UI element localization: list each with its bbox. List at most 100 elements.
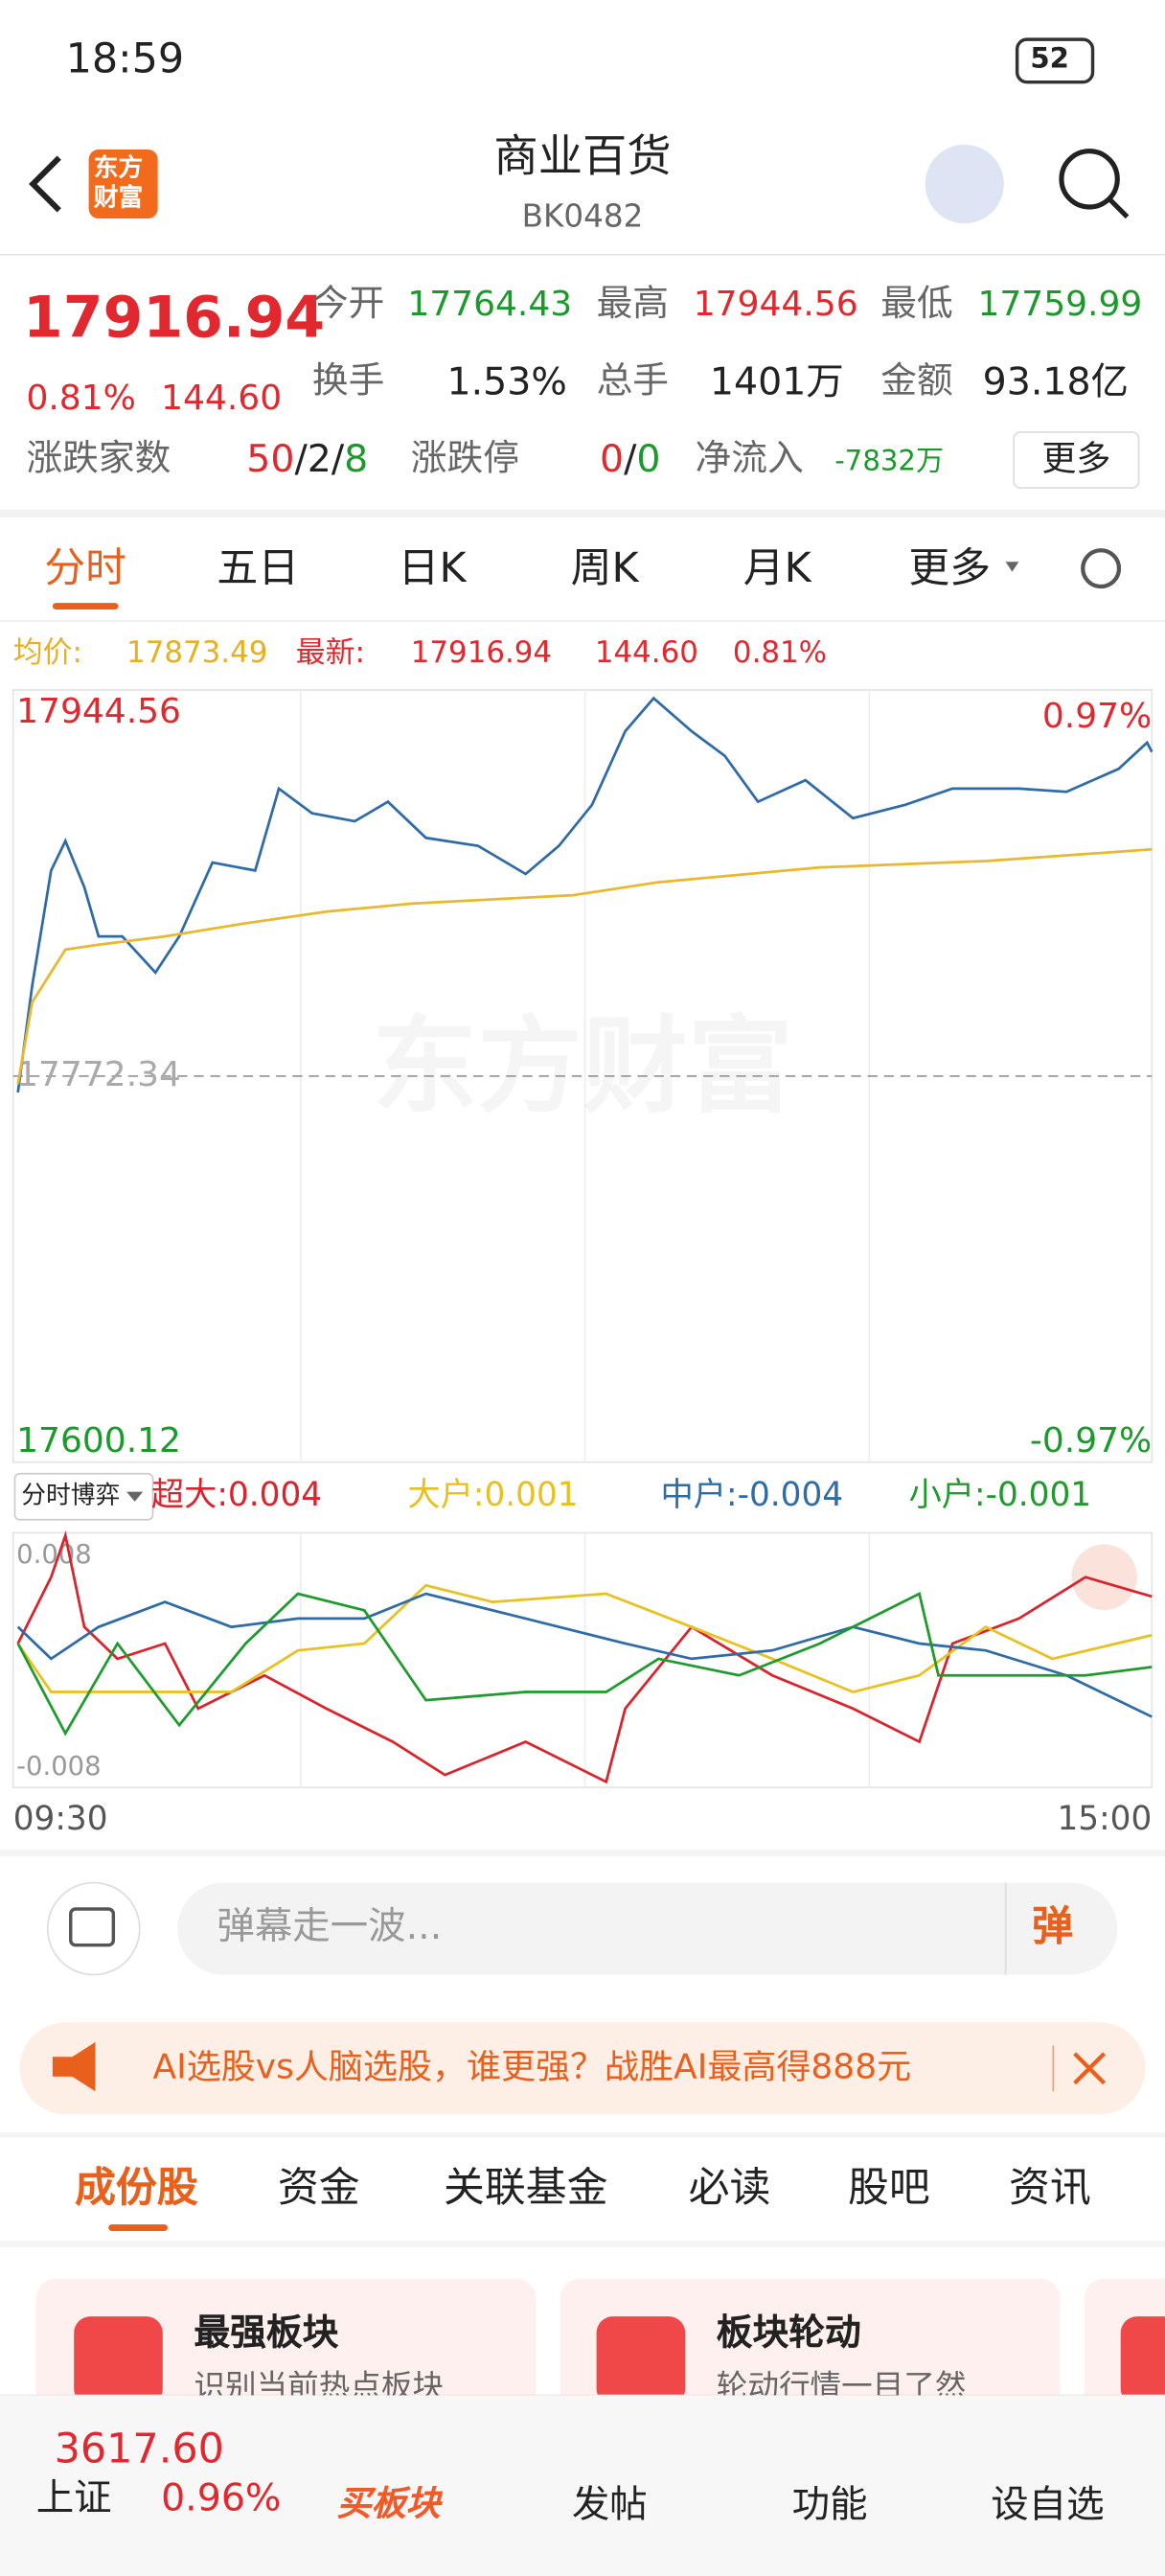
last-label: 最新: [295, 635, 365, 671]
search-icon[interactable] [1059, 149, 1120, 210]
more-button[interactable] [1013, 431, 1140, 490]
last-pct: 0.81% [732, 635, 828, 671]
logo [88, 150, 158, 219]
x-tick-label: 15:00 [1057, 1800, 1152, 1838]
header-code: BK0482 [521, 198, 644, 236]
more-label[interactable]: 更多 [1041, 438, 1111, 478]
comment-input[interactable] [177, 1882, 1118, 1975]
limit-label: 涨跌停 [410, 438, 519, 480]
series-line [16, 1592, 1153, 1736]
nav-item[interactable]: 买板块 [336, 2484, 441, 2524]
banner-text[interactable]: AI选股vs人脑选股，谁更强？战胜AI最高得888元 [152, 2050, 912, 2085]
bottom-nav: 3617.60 上证 0.96% 买板块 发帖 功能 设自选 [0, 2395, 1165, 2576]
sub-tab[interactable]: 成份股 [75, 2163, 198, 2212]
field-label: 最低 [880, 284, 953, 326]
tab[interactable]: 分时 [44, 543, 127, 592]
y-tick-label: 17944.56 [16, 692, 181, 731]
field-value: 17759.99 [977, 284, 1143, 324]
series-line [16, 1530, 1153, 1784]
card-title[interactable]: 最强板块 [194, 2312, 339, 2355]
y-tick-label: -0.008 [16, 1752, 101, 1782]
series-line [16, 1583, 1153, 1693]
nav-item[interactable]: 设自选 [991, 2484, 1105, 2527]
back-icon[interactable] [29, 155, 61, 213]
series-line [16, 847, 1153, 1085]
robot-icon[interactable] [925, 144, 1004, 224]
x-tick-label: 09:30 [13, 1800, 108, 1838]
up: 50 [246, 438, 295, 482]
flat: 2 [307, 438, 331, 482]
logo-text: 财富 [93, 182, 144, 213]
field-value: 1.53% [446, 361, 567, 404]
field-label: 换手 [311, 361, 385, 403]
battery-level: 52 [1030, 42, 1069, 76]
index-value[interactable]: 3617.60 [54, 2425, 224, 2473]
field-value: 93.18亿 [982, 361, 1130, 404]
breadth: 50/2/8 [246, 438, 369, 482]
up: 0 [600, 438, 625, 482]
index-pct: 0.96% [161, 2477, 282, 2520]
sep: / [294, 438, 308, 482]
change-pct: 0.81% [26, 378, 136, 418]
field-value: 17764.43 [407, 284, 573, 324]
price: 17916.94 [23, 286, 326, 352]
nav-item[interactable]: 功能 [791, 2484, 868, 2527]
legend-entry: 中户:-0.004 [660, 1476, 843, 1514]
flow-label: 净流入 [695, 438, 804, 480]
field-label: 最高 [596, 284, 670, 326]
settings-icon[interactable] [1081, 548, 1122, 589]
sub-tab[interactable]: 资金 [277, 2163, 360, 2212]
legend-entry: 大户:0.001 [407, 1476, 578, 1514]
change: 144.60 [161, 378, 283, 418]
field-value: 17944.56 [693, 284, 858, 324]
right-label: 0.97% [1042, 697, 1152, 736]
sep: / [331, 438, 345, 482]
series-line [16, 696, 1154, 1093]
sub-tab[interactable]: 资讯 [1009, 2163, 1091, 2212]
header-title: 商业百货 [493, 131, 672, 183]
sub-tab[interactable]: 必读 [688, 2163, 771, 2212]
comment-placeholder[interactable]: 弹幕走一波... [217, 1905, 443, 1949]
danmu-button[interactable]: 弹 [1032, 1902, 1073, 1950]
right-label: -0.97% [1030, 1421, 1152, 1460]
limit: 0/0 [600, 438, 661, 482]
tab-underline [52, 603, 119, 610]
last: 17916.94 [410, 635, 553, 671]
flow-value: -7832万 [834, 445, 945, 478]
card-title[interactable]: 板块轮动 [716, 2312, 861, 2355]
logo-text: 东方 [93, 152, 144, 183]
field-label: 总手 [596, 361, 670, 403]
tab[interactable]: 五日 [217, 543, 300, 592]
selector-box[interactable] [13, 1472, 154, 1521]
legend-entry: 小户:-0.001 [908, 1476, 1091, 1514]
y-tick-label: 17600.12 [16, 1421, 181, 1460]
series-line [16, 1592, 1153, 1718]
down: 0 [636, 438, 661, 482]
battery: 52 [1015, 37, 1095, 84]
field-label: 今开 [311, 284, 385, 326]
y-tick-label: 17772.34 [16, 1055, 181, 1094]
tab[interactable]: 月K [742, 543, 811, 592]
last-change: 144.60 [594, 635, 698, 671]
breadth-label: 涨跌家数 [26, 438, 171, 480]
sub-tab[interactable]: 股吧 [847, 2163, 930, 2212]
banner-bg[interactable] [19, 2022, 1146, 2115]
sub-tab[interactable]: 关联基金 [444, 2163, 608, 2212]
tab[interactable]: 日K [398, 543, 467, 592]
tab[interactable]: 周K [570, 543, 639, 592]
list-icon[interactable] [46, 1881, 141, 1976]
down: 8 [344, 438, 369, 482]
field-label: 金额 [880, 361, 953, 403]
avg-label: 均价: [12, 635, 82, 671]
legend-entry: 超大:0.004 [151, 1476, 322, 1514]
avg: 17873.49 [126, 635, 268, 671]
index-name: 上证 [35, 2477, 112, 2520]
sep: / [624, 438, 637, 482]
nav-item[interactable]: 发帖 [571, 2484, 648, 2527]
status-time: 18:59 [65, 34, 185, 82]
tab[interactable]: 更多 [908, 543, 992, 592]
selector[interactable]: 分时博弈 [21, 1480, 121, 1510]
